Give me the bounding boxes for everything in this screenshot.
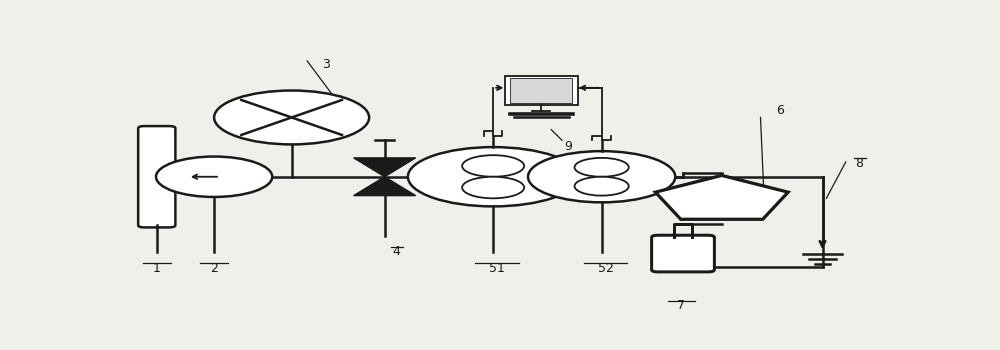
Circle shape [574, 177, 629, 196]
Circle shape [156, 156, 272, 197]
Circle shape [214, 91, 369, 145]
FancyBboxPatch shape [505, 77, 578, 105]
Text: 9: 9 [564, 140, 572, 153]
FancyBboxPatch shape [138, 126, 175, 228]
Polygon shape [655, 175, 788, 219]
Text: 7: 7 [677, 299, 685, 312]
Circle shape [462, 155, 524, 177]
FancyBboxPatch shape [510, 78, 572, 103]
Text: 3: 3 [323, 58, 330, 71]
Circle shape [408, 147, 578, 206]
FancyBboxPatch shape [652, 235, 714, 272]
Circle shape [528, 151, 675, 202]
Text: 4: 4 [392, 245, 400, 258]
Text: 2: 2 [210, 262, 218, 275]
Polygon shape [354, 177, 416, 196]
Text: 52: 52 [598, 262, 613, 275]
Text: 6: 6 [776, 104, 784, 117]
Circle shape [462, 177, 524, 198]
Circle shape [574, 158, 629, 177]
Polygon shape [354, 158, 416, 177]
Text: 51: 51 [489, 262, 505, 275]
Text: 8: 8 [855, 156, 863, 169]
Text: 1: 1 [153, 262, 161, 275]
